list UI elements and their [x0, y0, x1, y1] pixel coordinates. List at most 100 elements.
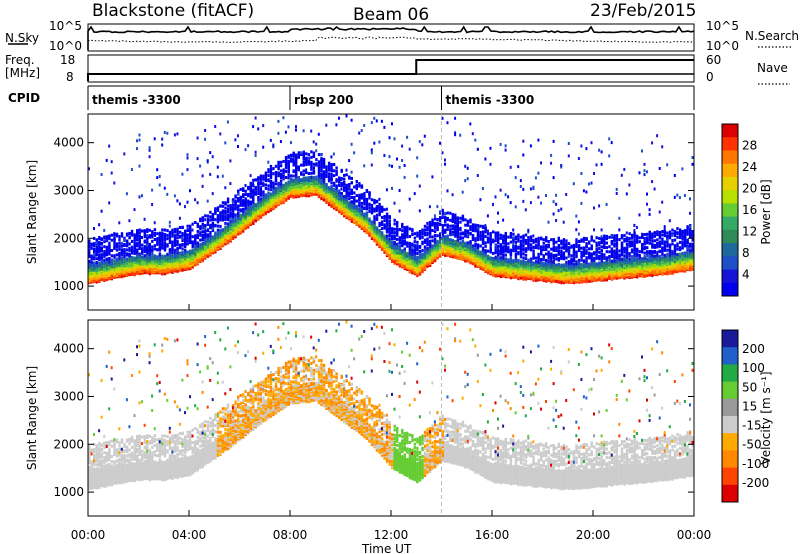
power-cell: [267, 174, 270, 178]
power-cell: [156, 267, 159, 270]
power-cell: [338, 176, 341, 180]
power-cell: [327, 166, 331, 170]
power-cell: [423, 250, 427, 254]
power-cell: [383, 219, 386, 223]
power-cell: [365, 207, 369, 211]
power-cell: [388, 255, 391, 259]
power-cell: [242, 193, 245, 197]
power-cell: [211, 192, 214, 196]
power-cell: [459, 232, 462, 236]
power-cell: [252, 221, 255, 224]
power-cell: [370, 227, 374, 231]
power-cell: [284, 164, 288, 168]
power-cell: [310, 160, 313, 164]
power-cell: [284, 184, 288, 188]
power-cell: [388, 237, 391, 241]
power-cell: [504, 148, 507, 152]
power-cell: [471, 132, 474, 136]
power-cell: [416, 273, 419, 277]
power-cell: [464, 218, 467, 222]
power-cell: [449, 238, 452, 242]
power-cell: [363, 202, 366, 206]
power-cell: [497, 256, 500, 260]
power-cell: [244, 204, 247, 208]
power-cell: [252, 217, 255, 221]
power-cell: [360, 184, 364, 188]
power-cell: [441, 116, 444, 120]
power-cell: [507, 267, 510, 271]
power-cell: [229, 159, 232, 163]
power-cell: [421, 266, 424, 270]
power-cell: [481, 234, 485, 238]
power-cell: [486, 232, 490, 236]
power-cell: [431, 229, 434, 232]
power-cell: [156, 248, 159, 252]
power-cell: [408, 251, 412, 255]
power-cell: [95, 238, 98, 242]
power-cell: [320, 157, 323, 161]
power-cell: [156, 255, 159, 259]
power-cell: [353, 185, 356, 189]
power-cell: [211, 235, 215, 239]
power-cell: [403, 253, 406, 257]
power-cell: [345, 201, 348, 205]
power-cell: [345, 168, 348, 172]
power-cell: [156, 168, 159, 172]
power-cell: [504, 231, 507, 235]
power-cell: [446, 236, 449, 240]
power-cell: [290, 177, 293, 181]
power-cell: [345, 197, 348, 201]
power-cell: [431, 250, 434, 254]
power-cell: [444, 246, 447, 250]
power-cell: [113, 181, 116, 185]
power-cell: [269, 183, 273, 187]
power-cell: [252, 204, 255, 207]
power-cell: [360, 201, 364, 205]
power-cell: [274, 178, 278, 182]
power-cell: [158, 231, 162, 235]
power-cell: [100, 237, 103, 241]
power-cell: [338, 206, 341, 210]
power-cell: [113, 262, 116, 266]
power-cell: [418, 255, 422, 259]
power-cell: [524, 261, 528, 264]
power-cell: [393, 137, 396, 141]
power-cell: [348, 197, 351, 201]
power-cell: [423, 224, 427, 228]
power-cell: [514, 235, 518, 239]
power-cell: [254, 178, 257, 182]
power-cell: [206, 223, 210, 226]
power-cell: [451, 233, 454, 237]
power-cell: [257, 182, 260, 186]
power-cell: [312, 171, 316, 175]
power-cell: [497, 268, 500, 272]
power-cell: [401, 256, 404, 260]
power-cell: [163, 263, 167, 267]
power-cell: [348, 201, 351, 205]
power-cell: [401, 258, 404, 262]
power-cell: [418, 236, 422, 240]
power-cell: [249, 181, 252, 185]
power-cell: [355, 220, 358, 224]
cpid-label: CPID: [8, 91, 40, 105]
power-cell: [456, 247, 459, 251]
power-cell: [237, 192, 239, 196]
power-cell: [118, 235, 121, 239]
power-cell: [444, 236, 447, 240]
power-cell: [113, 240, 116, 244]
power-cell: [370, 220, 374, 224]
power-cell: [103, 263, 106, 267]
power-cell: [163, 243, 167, 247]
power-cell: [312, 162, 316, 166]
power-cell: [320, 178, 323, 182]
power-cell: [284, 198, 288, 202]
power-cell: [466, 241, 470, 245]
power-cell: [494, 231, 497, 235]
power-cell: [416, 255, 419, 259]
power-cell: [456, 216, 459, 220]
power-cell: [353, 218, 356, 222]
power-cell: [234, 213, 237, 217]
power-cell: [186, 233, 189, 237]
power-cell: [257, 200, 260, 204]
power-cell: [353, 195, 356, 199]
